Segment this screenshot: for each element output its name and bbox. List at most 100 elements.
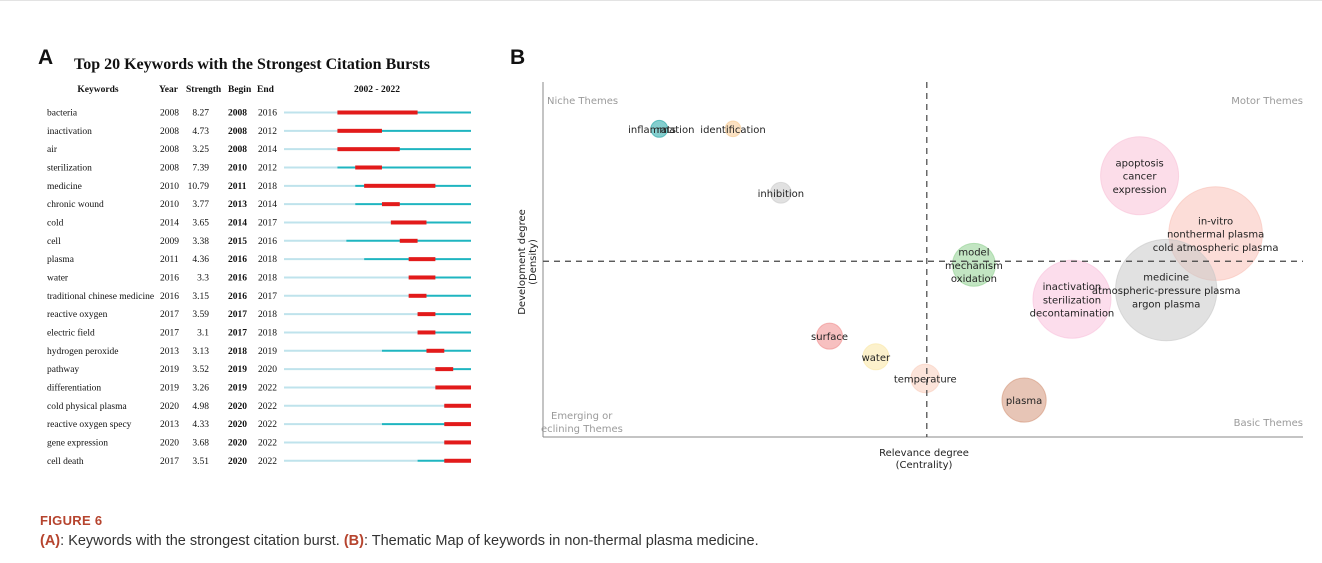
strength-cell: 3.15 xyxy=(192,292,209,302)
keyword-cell: pathway xyxy=(47,365,79,375)
theme-bubble xyxy=(724,120,742,138)
burst-table-header-cell: 2002 - 2022 xyxy=(354,85,400,95)
quadrant-label-emerging: Emerging or xyxy=(551,411,613,422)
end-cell: 2014 xyxy=(258,200,277,210)
burst-bar xyxy=(381,202,400,207)
begin-cell: 2020 xyxy=(228,438,247,448)
end-cell: 2016 xyxy=(258,109,277,119)
panel-label-a: A xyxy=(38,46,54,69)
strength-cell: 3.65 xyxy=(192,218,209,228)
keyword-cell: inactivation xyxy=(47,127,92,137)
burst-bar xyxy=(390,220,427,225)
end-cell: 2012 xyxy=(258,163,277,173)
burst-bar xyxy=(435,367,454,372)
keyword-cell: reactive oxygen specy xyxy=(47,420,132,430)
keyword-cell: electric field xyxy=(47,327,95,338)
end-cell: 2022 xyxy=(258,438,277,448)
keyword-cell: cell xyxy=(47,237,61,247)
strength-cell: 3.77 xyxy=(192,200,209,210)
year-cell: 2016 xyxy=(160,273,179,283)
keyword-cell: hydrogen peroxide xyxy=(47,347,119,357)
end-cell: 2022 xyxy=(258,457,277,467)
theme-bubble xyxy=(816,322,844,350)
burst-bar xyxy=(417,312,436,317)
x-axis-title: (Centrality) xyxy=(896,460,953,471)
burst-table-row: reactive oxygen 2017 3.59 2017 2018 xyxy=(47,310,471,320)
bubble-label: inflammation xyxy=(628,125,694,136)
year-cell: 2017 xyxy=(160,310,179,320)
year-cell: 2019 xyxy=(160,365,179,375)
theme-bubble xyxy=(1001,377,1047,423)
burst-bar xyxy=(408,257,436,262)
year-cell: 2010 xyxy=(160,200,179,210)
begin-cell: 2017 xyxy=(228,310,247,320)
end-cell: 2022 xyxy=(258,383,277,393)
y-axis-title: Development degree xyxy=(517,209,528,315)
burst-bar xyxy=(337,147,400,152)
keyword-cell: reactive oxygen xyxy=(47,310,108,320)
keyword-cell: sterilization xyxy=(47,163,92,173)
begin-cell: 2013 xyxy=(228,200,247,210)
end-cell: 2017 xyxy=(258,292,277,302)
figure-caption-text: (A): Keywords with the strongest citatio… xyxy=(40,533,759,549)
burst-table-row: cold physical plasma 2020 4.98 2020 2022 xyxy=(47,402,471,412)
strength-cell: 4.36 xyxy=(192,255,209,265)
begin-cell: 2017 xyxy=(228,328,247,338)
strength-cell: 3.3 xyxy=(197,273,209,283)
burst-table-row: air 2008 3.25 2008 2014 xyxy=(47,145,471,155)
end-cell: 2019 xyxy=(258,347,277,357)
burst-bar xyxy=(399,238,418,243)
bubble-label: water xyxy=(862,353,891,364)
end-cell: 2022 xyxy=(258,402,277,412)
end-cell: 2018 xyxy=(258,310,277,320)
year-cell: 2010 xyxy=(160,182,179,192)
quadrant-dividers xyxy=(543,82,1303,437)
begin-cell: 2016 xyxy=(228,273,247,283)
theme-bubble xyxy=(910,363,941,394)
bubble-label: mechanism xyxy=(945,261,1003,272)
keyword-cell: differentiation xyxy=(47,382,101,393)
begin-cell: 2008 xyxy=(228,109,247,119)
year-cell: 2008 xyxy=(160,109,179,119)
burst-table-row: water 2016 3.3 2016 2018 xyxy=(47,273,471,283)
strength-cell: 4.73 xyxy=(192,127,209,137)
end-cell: 2016 xyxy=(258,237,277,247)
bubble-label: apoptosis xyxy=(1116,158,1164,169)
top-rule xyxy=(0,0,1322,1)
burst-table-row: pathway 2019 3.52 2019 2020 xyxy=(47,365,471,375)
theme-bubble xyxy=(1100,136,1180,216)
end-cell: 2022 xyxy=(258,420,277,430)
strength-cell: 8.27 xyxy=(192,109,209,119)
theme-bubble xyxy=(769,181,792,204)
burst-table-header-cell: Keywords xyxy=(77,85,118,95)
axis-titles: Relevance degree(Centrality) Development … xyxy=(517,209,969,471)
bubble-label: inactivation xyxy=(1043,282,1102,293)
caption-text-part: : Keywords with the strongest citation b… xyxy=(60,533,344,549)
x-axis-title: Relevance degree xyxy=(879,448,969,459)
year-cell: 2008 xyxy=(160,145,179,155)
burst-bar xyxy=(417,330,436,335)
begin-cell: 2018 xyxy=(228,347,247,357)
end-cell: 2018 xyxy=(258,328,277,338)
end-cell: 2012 xyxy=(258,127,277,137)
begin-cell: 2008 xyxy=(228,127,247,137)
bubble-label: nonthermal plasma xyxy=(1167,230,1264,241)
burst-table-header-cell: End xyxy=(257,85,275,95)
year-cell: 2020 xyxy=(160,402,179,412)
strength-cell: 10.79 xyxy=(188,182,210,192)
bubble-layer xyxy=(650,119,1263,423)
year-cell: 2016 xyxy=(160,292,179,302)
bubble-label: temperature xyxy=(894,374,957,385)
burst-table-row: electric field 2017 3.1 2017 2018 xyxy=(47,327,471,338)
keyword-cell: gene expression xyxy=(47,438,108,448)
burst-table-row: chronic wound 2010 3.77 2013 2014 xyxy=(47,200,471,210)
keyword-cell: cold xyxy=(47,218,64,228)
burst-bar xyxy=(408,293,427,298)
theme-bubble xyxy=(1032,259,1112,339)
bubble-label: cancer xyxy=(1123,172,1158,183)
keyword-cell: air xyxy=(47,145,58,155)
burst-table-row: cell 2009 3.38 2015 2016 xyxy=(47,237,471,247)
year-cell: 2020 xyxy=(160,438,179,448)
begin-cell: 2008 xyxy=(228,145,247,155)
